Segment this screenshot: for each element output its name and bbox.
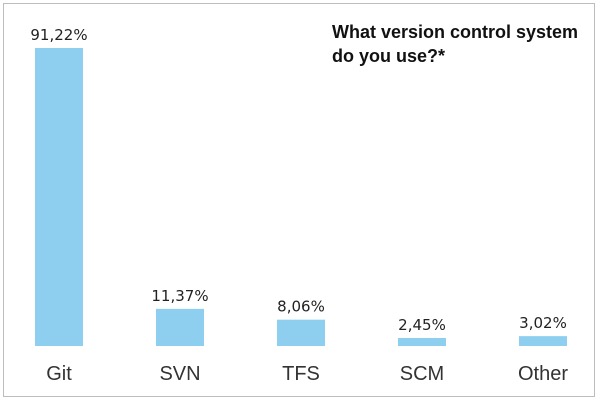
bar-git: [35, 48, 83, 346]
value-label-other: 3,02%: [519, 314, 567, 332]
bar-svn: [156, 308, 204, 346]
category-label-tfs: TFS: [282, 363, 320, 385]
category-label-svn: SVN: [159, 363, 200, 385]
value-label-svn: 11,37%: [151, 287, 208, 305]
chart-title: What version control system do you use?*: [332, 22, 579, 66]
bar-scm: [398, 337, 446, 346]
category-label-scm: SCM: [400, 363, 444, 385]
value-label-git: 91,22%: [30, 26, 87, 44]
category-label-other: Other: [518, 363, 568, 385]
value-label-tfs: 8,06%: [277, 298, 325, 316]
value-label-scm: 2,45%: [398, 316, 446, 334]
category-label-git: Git: [46, 363, 72, 385]
bar-tfs: [277, 319, 325, 346]
bar-other: [519, 336, 567, 346]
